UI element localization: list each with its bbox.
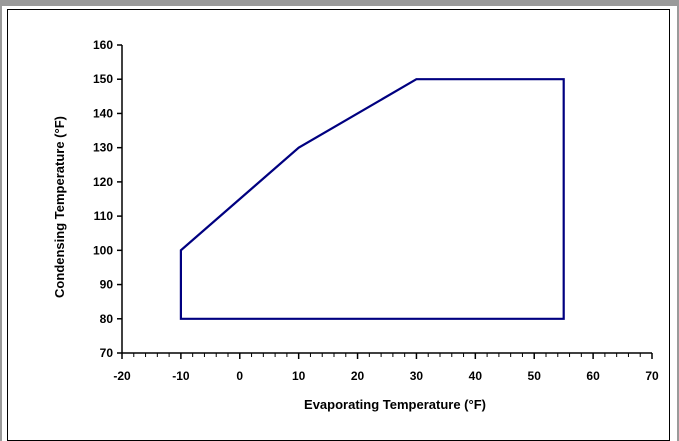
x-tick-label: 70 [645, 369, 659, 383]
x-tick-label: 60 [586, 369, 600, 383]
y-tick-label: 70 [100, 346, 114, 360]
x-tick-label: 0 [236, 369, 243, 383]
x-tick-label: 40 [469, 369, 483, 383]
x-tick-label: -10 [172, 369, 190, 383]
y-tick-label: 150 [93, 72, 113, 86]
y-tick-label: 90 [100, 278, 114, 292]
y-tick-label: 160 [93, 38, 113, 52]
x-axis: -20 -10 0 10 20 30 40 50 60 70 [113, 352, 659, 383]
x-tick-label: 20 [351, 369, 365, 383]
y-tick-label: 140 [93, 106, 113, 120]
chart-area [7, 9, 670, 441]
y-tick-label: 130 [93, 141, 113, 155]
x-tick-label: 30 [410, 369, 424, 383]
y-tick-label: 110 [94, 209, 114, 223]
y-tick-label: 80 [100, 312, 114, 326]
y-axis-title: Condensing Temperature (°F) [52, 116, 67, 298]
x-tick-label: 50 [528, 369, 542, 383]
y-tick-label: 100 [93, 243, 113, 257]
x-axis-title: Evaporating Temperature (°F) [304, 397, 486, 412]
y-tick-label: 120 [93, 175, 113, 189]
series-layer [179, 78, 565, 320]
window-border [0, 6, 679, 441]
x-tick-label: -20 [113, 369, 131, 383]
envelope-series-line [179, 78, 565, 320]
x-tick-label: 10 [292, 369, 306, 383]
y-axis: 70 80 90 100 110 120 130 140 150 160 [93, 38, 123, 360]
window-top-bar [0, 0, 679, 6]
